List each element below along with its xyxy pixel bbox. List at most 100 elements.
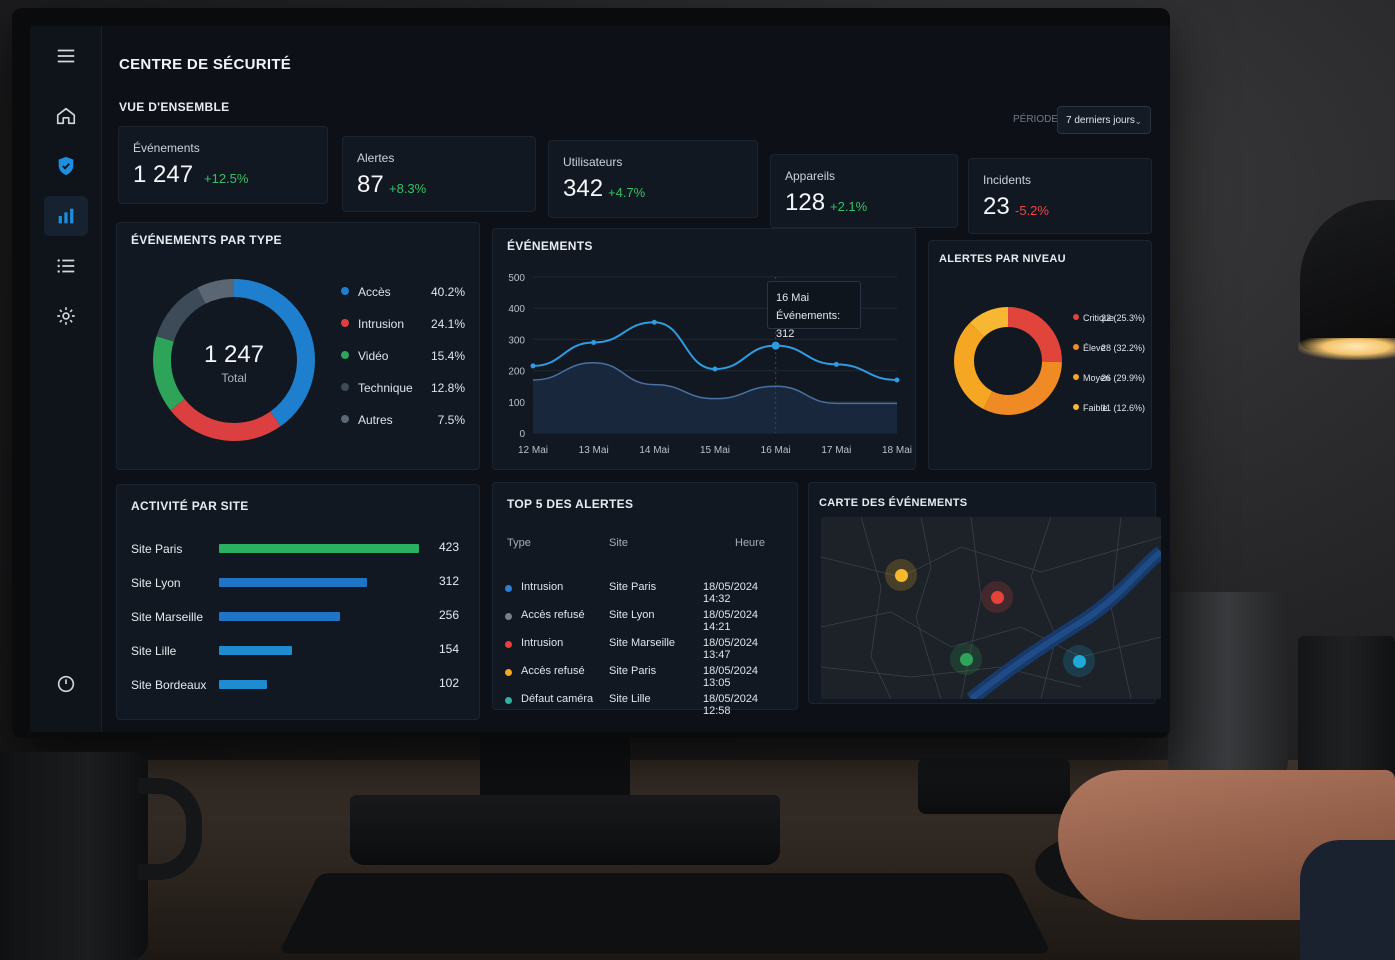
kpi-card[interactable]: Événements 1 247 +12.5% xyxy=(118,126,328,204)
site-activity-row[interactable]: Site Lille 154 xyxy=(131,641,459,661)
y-tick-label: 400 xyxy=(508,304,525,315)
sidebar-item-list[interactable] xyxy=(44,246,88,286)
site-bar xyxy=(219,646,292,655)
alert-site: Site Marseille xyxy=(609,637,675,649)
data-point xyxy=(713,367,718,372)
map-marker-dot xyxy=(991,591,1004,604)
site-activity-row[interactable]: Site Paris 423 xyxy=(131,539,459,559)
legend-label: Vidéo xyxy=(358,349,388,363)
table-row[interactable]: Intrusion Site Marseille 18/05/2024 13:4… xyxy=(505,637,787,659)
map-marker[interactable] xyxy=(1063,645,1095,677)
menu-button[interactable] xyxy=(44,36,88,76)
y-tick-label: 300 xyxy=(508,335,525,346)
kpi-card[interactable]: Alertes 87 +8.3% xyxy=(342,136,536,212)
alert-dot xyxy=(505,669,512,676)
x-tick-label: 18 Mai xyxy=(882,445,912,456)
kpi-delta: -5.2% xyxy=(1015,203,1049,218)
legend-item[interactable]: Vidéo 15.4% xyxy=(341,349,465,363)
events-by-type-card: ÉVÉNEMENTS PAR TYPE 1 247 Total Accès 40.… xyxy=(116,222,480,470)
site-value: 256 xyxy=(439,608,459,622)
site-bar-track xyxy=(219,612,419,621)
legend-dot xyxy=(1073,314,1079,320)
kpi-value: 1 247 xyxy=(133,161,193,189)
tooltip-text: Événements: 312 xyxy=(776,307,852,343)
site-activity-row[interactable]: Site Lyon 312 xyxy=(131,573,459,593)
sidebar-item-security[interactable] xyxy=(44,146,88,186)
site-activity-card: ACTIVITÉ PAR SITE Site Paris 423 Site Lyo… xyxy=(116,484,480,720)
kpi-card[interactable]: Appareils 128 +2.1% xyxy=(770,154,958,228)
table-row[interactable]: Intrusion Site Paris 18/05/2024 14:32 xyxy=(505,581,787,603)
alert-time: 18/05/2024 13:47 xyxy=(703,637,787,661)
kpi-card[interactable]: Utilisateurs 342 +4.7% xyxy=(548,140,758,218)
y-tick-label: 500 xyxy=(508,273,525,284)
site-bar xyxy=(219,680,267,689)
overview-title: VUE D'ENSEMBLE xyxy=(119,100,229,114)
site-activity-title: ACTIVITÉ PAR SITE xyxy=(131,499,249,513)
home-icon xyxy=(55,105,77,127)
legend-pct: 24.1% xyxy=(431,317,465,331)
alert-type: Accès refusé xyxy=(521,665,585,677)
desk-lamp xyxy=(1300,200,1395,350)
kpi-value: 342 xyxy=(563,175,603,203)
alerts-by-level-title: ALERTES PAR NIVEAU xyxy=(939,253,1066,265)
monitor: CENTRE DE SÉCURITÉ VUE D'ENSEMBLE PÉRIOD… xyxy=(12,8,1170,738)
kpi-value: 128 xyxy=(785,189,825,217)
monitor-stand-neck xyxy=(480,730,630,800)
sidebar xyxy=(30,26,102,732)
legend-label: Accès xyxy=(358,285,391,299)
donut-total-value: 1 247 xyxy=(139,341,329,369)
top-alerts-card: TOP 5 DES ALERTES Type Site Heure Intrus… xyxy=(492,482,798,710)
alert-dot xyxy=(505,585,512,592)
legend-value: 22 (25.3%) xyxy=(1101,313,1145,323)
x-tick-label: 13 Mai xyxy=(579,445,609,456)
map-marker[interactable] xyxy=(885,559,917,591)
legend-item[interactable]: Critique 22 (25.3%) xyxy=(1073,313,1145,323)
data-point xyxy=(895,377,900,382)
kpi-label: Appareils xyxy=(785,169,835,183)
site-activity-row[interactable]: Site Bordeaux 102 xyxy=(131,675,459,695)
data-point xyxy=(531,363,536,368)
legend-item[interactable]: Moyen 26 (29.9%) xyxy=(1073,373,1145,383)
kpi-delta: +12.5% xyxy=(204,171,248,186)
x-tick-label: 14 Mai xyxy=(639,445,669,456)
site-label: Site Paris xyxy=(131,542,182,556)
site-bar-track xyxy=(219,544,419,553)
table-row[interactable]: Défaut caméra Site Lille 18/05/2024 12:5… xyxy=(505,693,787,715)
tooltip-date: 16 Mai xyxy=(776,289,852,307)
legend-pct: 40.2% xyxy=(431,285,465,299)
site-value: 312 xyxy=(439,574,459,588)
event-map[interactable] xyxy=(821,517,1161,699)
site-activity-row[interactable]: Site Marseille 256 xyxy=(131,607,459,627)
sidebar-item-home[interactable] xyxy=(44,96,88,136)
legend-item[interactable]: Élevé 28 (32.2%) xyxy=(1073,343,1145,353)
kpi-delta: +2.1% xyxy=(830,199,867,214)
map-marker[interactable] xyxy=(950,643,982,675)
events-by-type-title: ÉVÉNEMENTS PAR TYPE xyxy=(131,233,282,247)
table-row[interactable]: Accès refusé Site Paris 18/05/2024 13:05 xyxy=(505,665,787,687)
events-chart-card: ÉVÉNEMENTS 0 100 200 300 400 500 12 Mai 13 Mai 1… xyxy=(492,228,916,470)
map-marker[interactable] xyxy=(981,581,1013,613)
legend-item[interactable]: Technique 12.8% xyxy=(341,381,465,395)
map-marker-dot xyxy=(895,569,908,582)
legend-item[interactable]: Accès 40.2% xyxy=(341,285,465,299)
table-row[interactable]: Accès refusé Site Lyon 18/05/2024 14:21 xyxy=(505,609,787,631)
legend-item[interactable]: Faible 11 (12.6%) xyxy=(1073,403,1145,413)
kpi-value: 87 xyxy=(357,171,384,199)
site-value: 102 xyxy=(439,676,459,690)
sidebar-item-settings[interactable] xyxy=(44,296,88,336)
legend-item[interactable]: Intrusion 24.1% xyxy=(341,317,465,331)
legend-item[interactable]: Autres 7.5% xyxy=(341,413,465,427)
power-button[interactable] xyxy=(44,664,88,704)
plant-pot xyxy=(1168,592,1288,782)
data-point xyxy=(591,340,596,345)
kpi-label: Alertes xyxy=(357,151,394,165)
alert-time: 18/05/2024 14:21 xyxy=(703,609,787,633)
dashboard-screen: CENTRE DE SÉCURITÉ VUE D'ENSEMBLE PÉRIOD… xyxy=(30,26,1170,732)
alert-dot xyxy=(505,641,512,648)
column-header-time: Heure xyxy=(735,537,765,549)
kpi-card[interactable]: Incidents 23 -5.2% xyxy=(968,158,1152,234)
sidebar-item-analytics[interactable] xyxy=(44,196,88,236)
period-select[interactable]: 7 derniers jours ⌄ xyxy=(1057,106,1151,134)
legend-dot xyxy=(341,383,349,391)
gear-icon xyxy=(55,305,77,327)
